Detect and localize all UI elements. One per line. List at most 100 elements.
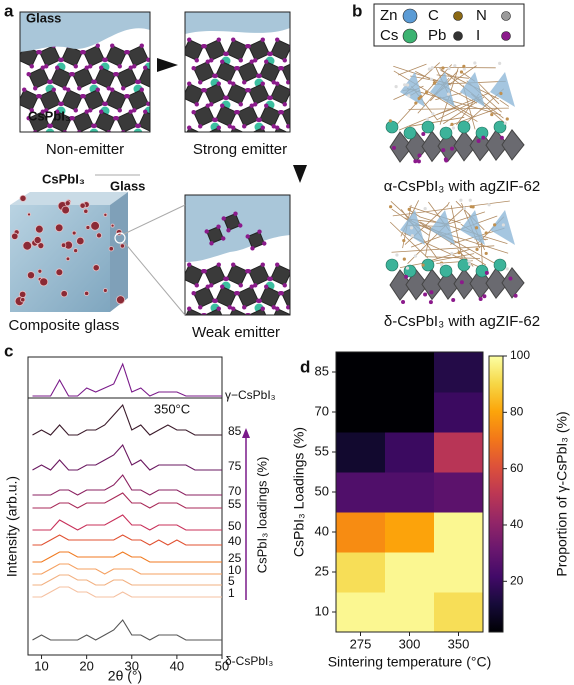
iodide bbox=[300, 118, 304, 122]
legend-label: Zn bbox=[380, 7, 398, 24]
cube-top bbox=[10, 192, 128, 205]
iodide bbox=[290, 313, 294, 317]
iodide bbox=[66, 87, 71, 92]
iodide bbox=[202, 88, 207, 93]
series-label: 1 bbox=[228, 586, 235, 600]
cs-atom bbox=[439, 264, 453, 278]
zoom-line bbox=[123, 204, 186, 235]
iodide bbox=[262, 241, 267, 246]
iodide bbox=[110, 87, 115, 92]
octahedron bbox=[20, 89, 39, 111]
pb-octahedron bbox=[501, 129, 525, 161]
iodide bbox=[191, 291, 196, 296]
iodide bbox=[205, 284, 210, 289]
iodide bbox=[216, 306, 221, 311]
c-atom bbox=[447, 66, 451, 71]
iodide bbox=[238, 283, 243, 288]
iodide bbox=[81, 50, 86, 55]
iodide bbox=[198, 124, 203, 129]
zn-tetrahedron bbox=[430, 210, 455, 245]
bond bbox=[389, 221, 429, 259]
iodide bbox=[132, 152, 136, 156]
crystal-box bbox=[184, 194, 326, 335]
i-atom bbox=[429, 290, 434, 295]
i-atom bbox=[451, 297, 456, 302]
c-atom bbox=[419, 95, 423, 99]
iodide bbox=[95, 87, 100, 92]
c-atom bbox=[414, 101, 418, 105]
i-atom bbox=[404, 274, 409, 279]
heatmap-cell bbox=[336, 432, 386, 473]
cs-atom bbox=[439, 126, 453, 140]
cs-atom bbox=[310, 101, 319, 110]
iodide bbox=[110, 43, 115, 48]
i-atom bbox=[476, 139, 481, 144]
iodide bbox=[294, 284, 298, 288]
iodide bbox=[22, 87, 27, 92]
y-tick-label: 10 bbox=[315, 603, 329, 618]
iodide bbox=[257, 117, 262, 122]
c-atom bbox=[394, 85, 398, 89]
crystal-inclusion bbox=[26, 271, 35, 280]
iodide bbox=[253, 58, 258, 63]
iodide bbox=[231, 125, 236, 130]
iodide bbox=[216, 37, 221, 42]
iodide bbox=[271, 80, 276, 85]
cs-atom bbox=[310, 145, 319, 154]
cs-atom bbox=[310, 326, 319, 335]
y-tick-label: 25 bbox=[315, 563, 329, 578]
octahedron bbox=[293, 128, 314, 149]
iodide bbox=[204, 229, 209, 234]
crystal-inclusion bbox=[11, 232, 19, 240]
crystal-inclusion bbox=[90, 221, 100, 231]
iodide bbox=[305, 306, 309, 310]
c-atom bbox=[409, 226, 414, 230]
iodide bbox=[194, 102, 199, 107]
iodide bbox=[322, 291, 326, 295]
series-label: γ−CsPbI₃ bbox=[225, 388, 276, 402]
iodide bbox=[235, 66, 240, 71]
crystal-inclusion bbox=[96, 232, 102, 239]
xrd-trace bbox=[32, 551, 222, 563]
c-atom bbox=[462, 206, 467, 210]
c-atom bbox=[474, 226, 479, 230]
colorbar-tick-label: 100 bbox=[510, 348, 530, 362]
iodide bbox=[300, 299, 304, 303]
heatmap-cell bbox=[336, 552, 386, 593]
non-emitter-label: Non-emitter bbox=[46, 141, 124, 158]
bond bbox=[455, 200, 485, 231]
iodide bbox=[84, 65, 89, 70]
c-atom bbox=[505, 267, 509, 271]
bond bbox=[425, 227, 432, 256]
iodide bbox=[316, 305, 320, 309]
iodide bbox=[238, 58, 243, 63]
series-label: 5 bbox=[228, 574, 235, 588]
iodide bbox=[187, 306, 192, 311]
i-atom bbox=[441, 148, 446, 153]
iodide bbox=[260, 81, 265, 86]
bond bbox=[478, 83, 500, 105]
iodide bbox=[187, 125, 192, 130]
y-axis-label: CsPbI₃ Loadings (%) bbox=[291, 427, 307, 557]
cs-atom bbox=[457, 120, 471, 134]
bond bbox=[392, 200, 510, 217]
glass-label: Glass bbox=[26, 10, 61, 25]
iodide bbox=[103, 57, 108, 62]
illustrations bbox=[10, 11, 525, 335]
i-atom bbox=[508, 276, 513, 281]
iodide bbox=[242, 124, 247, 129]
iodide bbox=[238, 223, 243, 228]
iodide bbox=[103, 101, 108, 106]
iodide bbox=[297, 58, 301, 62]
x-axis-label: 2θ (°) bbox=[108, 668, 142, 684]
iodide bbox=[37, 94, 42, 99]
iodide bbox=[242, 80, 247, 85]
iodide bbox=[201, 132, 205, 136]
cube-cspbi3-label: CsPbI₃ bbox=[42, 171, 85, 186]
iodide bbox=[180, 140, 184, 144]
iodide bbox=[311, 277, 315, 281]
i-atom bbox=[478, 297, 483, 302]
octahedron bbox=[293, 265, 314, 286]
iodide bbox=[198, 305, 203, 310]
iodide bbox=[51, 87, 56, 92]
